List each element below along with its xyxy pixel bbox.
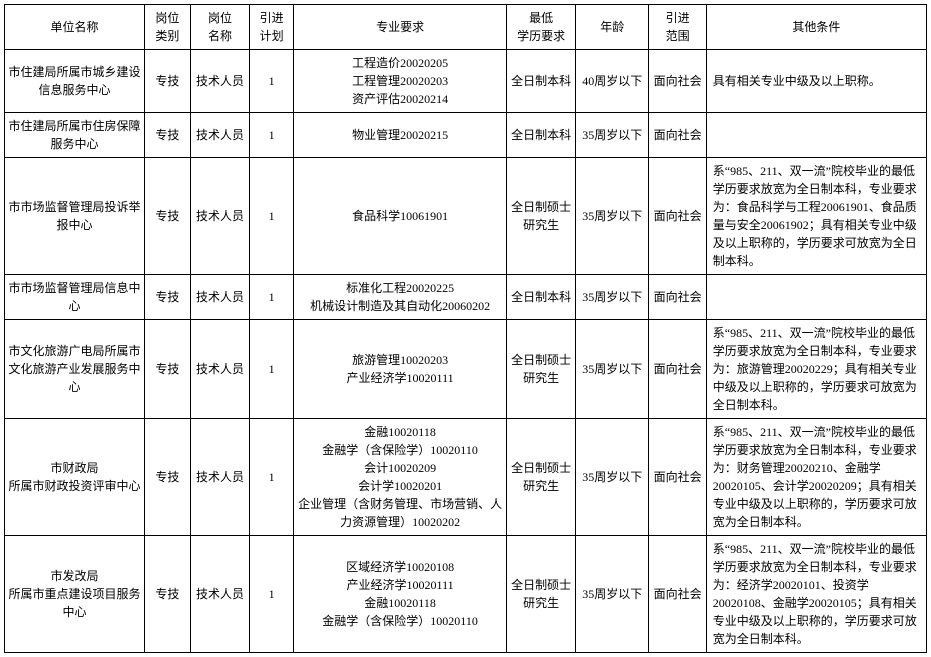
cell-scope: 面向社会 <box>649 113 706 158</box>
cell-age: 35周岁以下 <box>576 113 649 158</box>
cell-age: 35周岁以下 <box>576 536 649 653</box>
cell-plan: 1 <box>250 158 294 275</box>
cell-edu: 全日制硕士研究生 <box>507 320 576 419</box>
cell-unit: 市住建局所属市城乡建设信息服务中心 <box>5 50 145 113</box>
cell-other: 系“985、211、双一流”院校毕业的最低学历要求放宽为全日制本科，专业要求为：… <box>706 536 926 653</box>
cell-unit: 市市场监督管理局投诉举报中心 <box>5 158 145 275</box>
cell-scope: 面向社会 <box>649 320 706 419</box>
cell-scope: 面向社会 <box>649 50 706 113</box>
cell-position: 技术人员 <box>190 113 250 158</box>
cell-position: 技术人员 <box>190 50 250 113</box>
cell-unit: 市财政局 所属市财政投资评审中心 <box>5 419 145 536</box>
cell-major: 标准化工程20020225 机械设计制造及其自动化20060202 <box>293 275 506 320</box>
cell-major: 食品科学10061901 <box>293 158 506 275</box>
cell-edu: 全日制本科 <box>507 275 576 320</box>
cell-major: 金融10020118 金融学（含保险学）10020110 会计10020209 … <box>293 419 506 536</box>
recruitment-table: 单位名称 岗位 类别 岗位 名称 引进 计划 专业要求 最低 学历要求 年龄 引… <box>4 4 927 653</box>
header-plan: 引进 计划 <box>250 5 294 50</box>
header-scope: 引进 范围 <box>649 5 706 50</box>
cell-edu: 全日制硕士研究生 <box>507 158 576 275</box>
cell-age: 35周岁以下 <box>576 275 649 320</box>
cell-major: 旅游管理10020203 产业经济学10020111 <box>293 320 506 419</box>
cell-plan: 1 <box>250 536 294 653</box>
header-unit: 单位名称 <box>5 5 145 50</box>
cell-other: 系“985、211、双一流”院校毕业的最低学历要求放宽为全日制本科，专业要求为：… <box>706 320 926 419</box>
cell-position: 技术人员 <box>190 536 250 653</box>
cell-other: 系“985、211、双一流”院校毕业的最低学历要求放宽为全日制本科，专业要求为：… <box>706 419 926 536</box>
table-row: 市文化旅游广电局所属市文化旅游产业发展服务中心专技技术人员1旅游管理100202… <box>5 320 927 419</box>
cell-scope: 面向社会 <box>649 536 706 653</box>
cell-unit: 市发改局 所属市重点建设项目服务中心 <box>5 536 145 653</box>
cell-major: 物业管理20020215 <box>293 113 506 158</box>
cell-category: 专技 <box>144 320 190 419</box>
cell-scope: 面向社会 <box>649 275 706 320</box>
cell-other <box>706 113 926 158</box>
cell-unit: 市市场监督管理局信息中心 <box>5 275 145 320</box>
cell-edu: 全日制硕士研究生 <box>507 536 576 653</box>
table-row: 市住建局所属市城乡建设信息服务中心专技技术人员1工程造价20020205 工程管… <box>5 50 927 113</box>
cell-age: 35周岁以下 <box>576 419 649 536</box>
header-major: 专业要求 <box>293 5 506 50</box>
cell-edu: 全日制本科 <box>507 113 576 158</box>
cell-category: 专技 <box>144 419 190 536</box>
cell-plan: 1 <box>250 320 294 419</box>
header-row: 单位名称 岗位 类别 岗位 名称 引进 计划 专业要求 最低 学历要求 年龄 引… <box>5 5 927 50</box>
header-position: 岗位 名称 <box>190 5 250 50</box>
cell-plan: 1 <box>250 113 294 158</box>
header-other: 其他条件 <box>706 5 926 50</box>
cell-position: 技术人员 <box>190 275 250 320</box>
cell-position: 技术人员 <box>190 419 250 536</box>
cell-category: 专技 <box>144 50 190 113</box>
cell-category: 专技 <box>144 275 190 320</box>
cell-other: 具有相关专业中级及以上职称。 <box>706 50 926 113</box>
cell-position: 技术人员 <box>190 158 250 275</box>
cell-category: 专技 <box>144 536 190 653</box>
cell-category: 专技 <box>144 158 190 275</box>
cell-edu: 全日制硕士研究生 <box>507 419 576 536</box>
cell-unit: 市文化旅游广电局所属市文化旅游产业发展服务中心 <box>5 320 145 419</box>
cell-plan: 1 <box>250 50 294 113</box>
table-row: 市市场监督管理局信息中心专技技术人员1标准化工程20020225 机械设计制造及… <box>5 275 927 320</box>
cell-age: 40周岁以下 <box>576 50 649 113</box>
table-row: 市住建局所属市住房保障服务中心专技技术人员1物业管理20020215全日制本科3… <box>5 113 927 158</box>
table-row: 市发改局 所属市重点建设项目服务中心专技技术人员1区域经济学10020108 产… <box>5 536 927 653</box>
header-edu: 最低 学历要求 <box>507 5 576 50</box>
cell-other: 系“985、211、双一流”院校毕业的最低学历要求放宽为全日制本科，专业要求为：… <box>706 158 926 275</box>
table-row: 市财政局 所属市财政投资评审中心专技技术人员1金融10020118 金融学（含保… <box>5 419 927 536</box>
cell-major: 工程造价20020205 工程管理20020203 资产评估20020214 <box>293 50 506 113</box>
header-age: 年龄 <box>576 5 649 50</box>
cell-scope: 面向社会 <box>649 158 706 275</box>
cell-plan: 1 <box>250 275 294 320</box>
cell-position: 技术人员 <box>190 320 250 419</box>
cell-plan: 1 <box>250 419 294 536</box>
cell-age: 35周岁以下 <box>576 158 649 275</box>
table-row: 市市场监督管理局投诉举报中心专技技术人员1食品科学10061901全日制硕士研究… <box>5 158 927 275</box>
cell-major: 区域经济学10020108 产业经济学10020111 金融10020118 金… <box>293 536 506 653</box>
cell-category: 专技 <box>144 113 190 158</box>
cell-age: 35周岁以下 <box>576 320 649 419</box>
cell-edu: 全日制本科 <box>507 50 576 113</box>
cell-scope: 面向社会 <box>649 419 706 536</box>
table-body: 市住建局所属市城乡建设信息服务中心专技技术人员1工程造价20020205 工程管… <box>5 50 927 653</box>
cell-unit: 市住建局所属市住房保障服务中心 <box>5 113 145 158</box>
cell-other <box>706 275 926 320</box>
header-category: 岗位 类别 <box>144 5 190 50</box>
